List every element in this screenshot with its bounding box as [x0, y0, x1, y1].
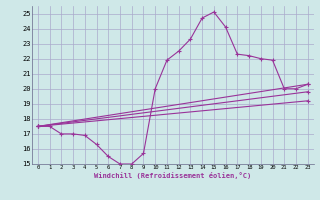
X-axis label: Windchill (Refroidissement éolien,°C): Windchill (Refroidissement éolien,°C)	[94, 172, 252, 179]
